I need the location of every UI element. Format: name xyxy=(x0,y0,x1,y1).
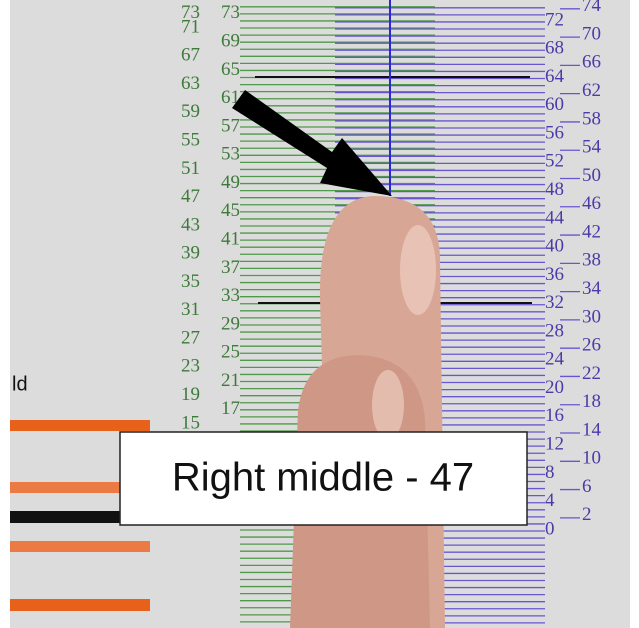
scale-label: 70 xyxy=(582,23,601,44)
scale-label: 40 xyxy=(545,236,564,257)
scale-label: 18 xyxy=(582,391,601,412)
scale-label: 56 xyxy=(545,122,564,143)
scale-label: 35 xyxy=(181,271,200,292)
scale-label: 53 xyxy=(221,144,240,165)
scale-label: 66 xyxy=(582,52,601,73)
scale-label: 39 xyxy=(181,243,200,264)
scale-label: 74 xyxy=(582,0,602,16)
bar xyxy=(10,420,150,431)
scale-label: 43 xyxy=(181,214,200,235)
scale-label: 44 xyxy=(545,207,565,228)
scale-label: 63 xyxy=(181,73,200,94)
scale-label: 24 xyxy=(545,349,565,370)
scale-label: 32 xyxy=(545,292,564,313)
caption: Right middle - 47 xyxy=(172,456,474,500)
scale-label: 29 xyxy=(221,313,240,334)
scale-label: 48 xyxy=(545,179,564,200)
scale-label: 26 xyxy=(582,335,601,356)
scale-label: 67 xyxy=(181,45,200,66)
scale-label: 21 xyxy=(221,370,240,391)
scale-label: 68 xyxy=(545,38,564,59)
side-text: ld xyxy=(12,373,28,395)
scale-label: 12 xyxy=(545,434,564,455)
scale-label: 49 xyxy=(221,172,240,193)
scale-label: 62 xyxy=(582,80,601,101)
scale-label: 73 xyxy=(221,2,240,23)
scale-label: 14 xyxy=(582,419,602,440)
bar xyxy=(10,599,150,611)
scale-label: 27 xyxy=(181,327,200,348)
scale-label: 15 xyxy=(181,412,200,433)
scale-label: 50 xyxy=(582,165,601,186)
scale-label: 37 xyxy=(221,257,240,278)
scale-label: 20 xyxy=(545,377,564,398)
scale-label: 65 xyxy=(221,59,240,80)
scale-label: 2 xyxy=(582,504,592,525)
scale-label: 42 xyxy=(582,221,601,242)
scale-label: 52 xyxy=(545,151,564,172)
scale-label: 64 xyxy=(545,66,565,87)
scale-label: 71 xyxy=(181,16,200,37)
scale-label: 8 xyxy=(545,462,555,483)
scale-label: 16 xyxy=(545,405,564,426)
scale-label: 60 xyxy=(545,94,564,115)
scale-label: 6 xyxy=(582,476,592,497)
figure: 7371676359555147433935312723191573696561… xyxy=(0,0,639,628)
scale-label: 17 xyxy=(221,398,240,419)
scale-label: 45 xyxy=(221,200,240,221)
scale-label: 0 xyxy=(545,518,555,539)
scale-label: 34 xyxy=(582,278,602,299)
scale-label: 22 xyxy=(582,363,601,384)
fingernail xyxy=(372,370,404,440)
scale-label: 54 xyxy=(582,137,602,158)
scale-label: 4 xyxy=(545,490,555,511)
scale-label: 69 xyxy=(221,31,240,52)
scale-label: 51 xyxy=(181,158,200,179)
scale-label: 36 xyxy=(545,264,564,285)
scale-label: 38 xyxy=(582,250,601,271)
scale-label: 72 xyxy=(545,9,564,30)
scale-label: 55 xyxy=(181,130,200,151)
bar xyxy=(10,541,150,552)
scale-label: 28 xyxy=(545,320,564,341)
scale-label: 46 xyxy=(582,193,601,214)
scale-label: 31 xyxy=(181,299,200,320)
scale-label: 58 xyxy=(582,108,601,129)
scale-label: 47 xyxy=(181,186,200,207)
scale-label: 59 xyxy=(181,101,200,122)
scale-label: 57 xyxy=(221,115,240,136)
scale-label: 25 xyxy=(221,342,240,363)
fingernail xyxy=(400,225,436,315)
scale-label: 19 xyxy=(181,384,200,405)
scale-label: 23 xyxy=(181,356,200,377)
scale-label: 41 xyxy=(221,228,240,249)
scale-label: 30 xyxy=(582,306,601,327)
scale-label: 33 xyxy=(221,285,240,306)
scale-label: 10 xyxy=(582,448,601,469)
